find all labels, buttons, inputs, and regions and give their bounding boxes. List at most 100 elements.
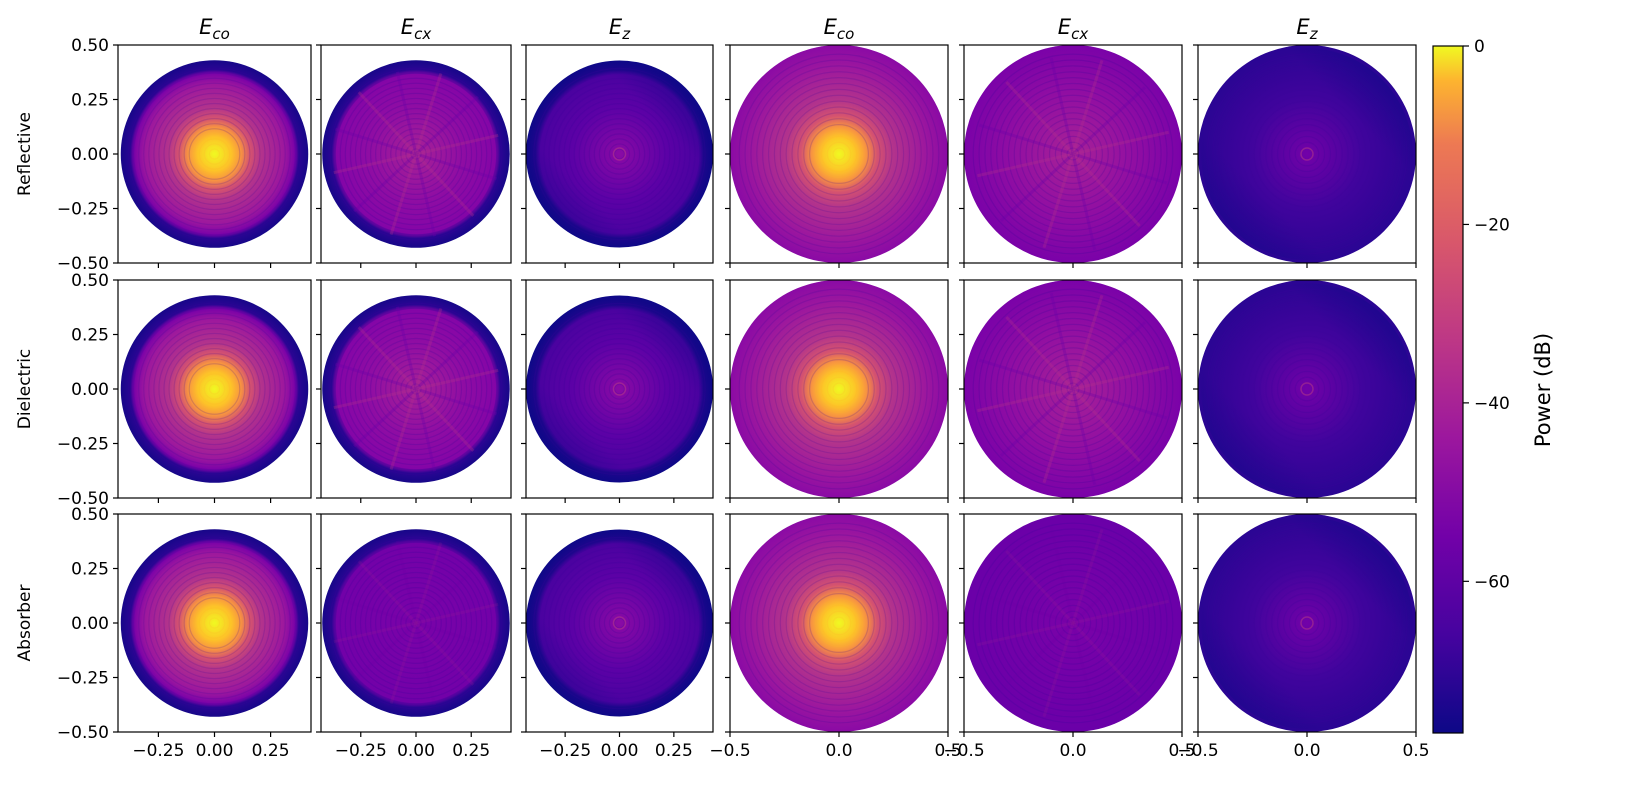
column-title: Eco	[199, 15, 230, 43]
ripple-ring	[349, 87, 483, 221]
x-tick-label: −0.25	[539, 741, 591, 761]
y-tick-label: 0.00	[71, 380, 109, 400]
y-tick-label: −0.50	[57, 254, 109, 274]
panel	[725, 44, 949, 268]
ripple-ring	[1060, 141, 1086, 167]
spoke	[1071, 387, 1141, 462]
column-title: Eco	[824, 15, 855, 43]
column-title-sub: cx	[414, 25, 431, 43]
ripple-ring	[374, 112, 458, 196]
aperture-field	[120, 295, 309, 483]
ripple-ring	[344, 551, 488, 695]
y-tick-label: 0.50	[71, 36, 109, 56]
y-tick-label: 0.25	[71, 560, 109, 580]
ripple-ring	[1048, 598, 1098, 648]
ripple-ring	[1031, 581, 1115, 665]
spoke	[353, 621, 418, 682]
ripple-ring	[738, 522, 940, 724]
ripple-ring	[364, 337, 468, 441]
ripple-ring	[1048, 364, 1098, 414]
column-title: Ecx	[401, 15, 432, 43]
spoke	[414, 330, 479, 391]
ripple-ring	[143, 551, 286, 695]
aperture-field	[322, 529, 510, 717]
panel: −0.5 0.0 0.5	[1177, 513, 1430, 761]
ripple-ring	[359, 97, 473, 211]
spoke	[333, 621, 417, 644]
ripple-ring	[133, 72, 296, 236]
ripple-ring	[188, 128, 241, 180]
ripple-ring	[390, 128, 442, 180]
ripple-ring	[762, 546, 916, 700]
row-label: Dielectric	[15, 349, 35, 430]
ripple-ring	[163, 571, 266, 675]
ripple-ring	[148, 556, 281, 690]
ripple-ring	[832, 147, 846, 161]
spoke	[415, 152, 498, 181]
ripple-ring	[767, 551, 911, 695]
y-tick-label: −0.25	[57, 200, 109, 220]
column-title: Ez	[609, 15, 631, 43]
ripple-ring	[750, 534, 928, 712]
x-tick-label: −0.25	[132, 741, 184, 761]
x-tick-label: 0.25	[452, 741, 490, 761]
x-tick-label: −0.5	[1177, 741, 1218, 761]
spoke	[334, 596, 417, 625]
panel: −0.5 0.0 0.5	[943, 513, 1196, 761]
quadrant-shading	[528, 532, 711, 714]
ripple-ring	[138, 312, 291, 466]
spoke	[1071, 86, 1146, 156]
ripple-ring	[978, 294, 1168, 484]
spoke	[1071, 152, 1141, 227]
ripple-ring	[797, 112, 881, 196]
colorbar-gradient	[1432, 45, 1464, 734]
aperture-field	[730, 45, 948, 263]
quadrant-shading	[1201, 517, 1413, 729]
spoke	[334, 127, 417, 156]
ripple-ring	[143, 317, 286, 461]
panel: 0.50 0.25 0.00 −0.25 −0.50	[57, 271, 312, 509]
ripple-ring	[193, 133, 236, 175]
ripple-ring	[972, 288, 1174, 490]
center-null	[1300, 616, 1314, 630]
ripple-ring	[1031, 347, 1115, 431]
ripple-ring	[832, 616, 846, 630]
spoke	[357, 560, 418, 625]
spoke	[414, 72, 443, 155]
ripple-ring	[996, 77, 1150, 231]
ripple-ring	[153, 92, 276, 216]
ripple-ring	[344, 317, 488, 461]
ripple-ring	[128, 302, 301, 476]
ripple-ring	[395, 602, 437, 644]
ripple-ring	[339, 77, 493, 231]
ripple-ring	[1001, 551, 1145, 695]
aperture-field	[964, 45, 1182, 263]
spoke	[1049, 527, 1075, 624]
spoke	[389, 388, 418, 471]
center-null	[612, 382, 627, 396]
x-tick-label: 0.0	[1293, 741, 1320, 761]
ripple-ring	[178, 587, 251, 659]
spoke	[1072, 387, 1168, 420]
ripple-ring	[809, 359, 869, 419]
ripple-ring	[1019, 100, 1127, 208]
spoke	[1071, 153, 1097, 250]
ripple-ring	[344, 82, 488, 226]
ripple-ring	[380, 587, 452, 659]
ripple-ring	[390, 363, 442, 415]
ripple-ring	[364, 571, 468, 675]
panel	[521, 279, 714, 503]
ripple-ring	[984, 534, 1162, 712]
spoke	[977, 152, 1074, 178]
spoke	[1072, 621, 1168, 654]
x-tick-label: 0.0	[825, 741, 852, 761]
ripple-ring	[163, 102, 266, 206]
center-null	[612, 147, 627, 161]
ripple-ring	[1066, 147, 1080, 161]
y-tick-label: 0.25	[71, 326, 109, 346]
x-tick-label: 0.00	[397, 741, 435, 761]
aperture-field	[322, 60, 510, 248]
ripple-ring	[1013, 94, 1133, 214]
spoke	[1005, 316, 1075, 391]
ripple-ring	[354, 561, 478, 685]
